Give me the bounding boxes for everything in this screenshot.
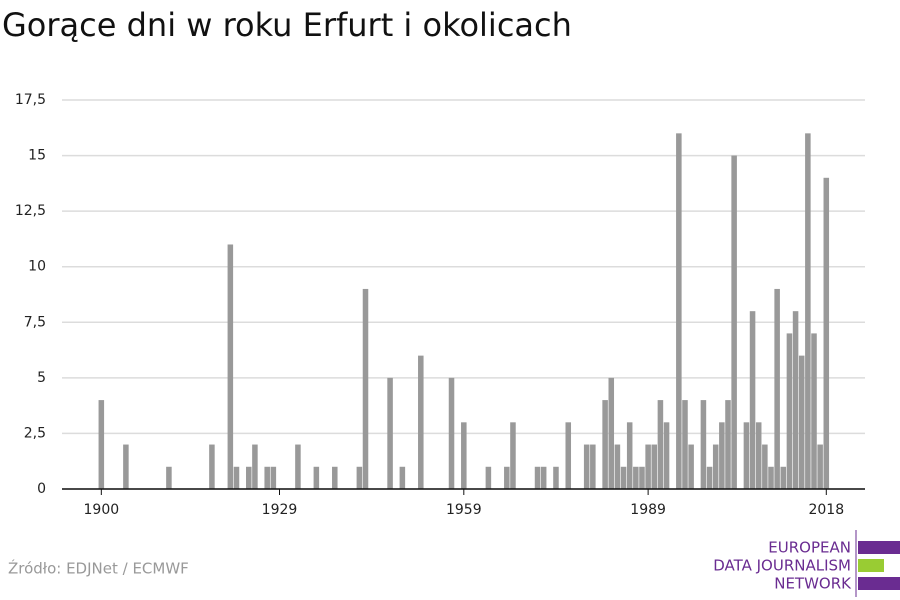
chart-title: Gorące dni w roku Erfurt i okolicach [2, 6, 572, 44]
bar [768, 466, 774, 489]
y-tick-label: 0 [37, 481, 46, 497]
logo-text: NETWORK [774, 575, 852, 593]
bar [313, 466, 320, 489]
bar [246, 466, 252, 489]
source: Źródło: EDJNet / ECMWF [8, 559, 189, 578]
y-tick-label: 2,5 [24, 425, 46, 441]
x-tick-label: 1989 [630, 502, 666, 518]
bar [270, 466, 277, 489]
bar [510, 422, 516, 489]
x-tick-label: 1959 [446, 502, 482, 518]
y-tick-label: 7,5 [24, 314, 46, 330]
bar [485, 466, 492, 489]
bar [418, 355, 424, 489]
bar [252, 444, 258, 489]
logo-text: EUROPEAN [768, 539, 851, 557]
x-tick-label: 1929 [262, 502, 298, 518]
bar [706, 466, 713, 489]
bar [786, 333, 793, 489]
bar [682, 400, 688, 489]
bar [823, 177, 830, 490]
y-tick-label: 5 [37, 370, 46, 386]
bar [227, 244, 234, 489]
bar [743, 422, 750, 489]
bar [534, 466, 541, 489]
y-tick-label: 12,5 [15, 203, 46, 219]
x-tick-label: 2018 [808, 502, 844, 518]
logo: EUROPEAN DATA JOURNALISM NETWORK [713, 530, 900, 597]
y-tick-label: 15 [28, 148, 46, 164]
bar [583, 444, 590, 489]
bar [98, 400, 105, 489]
bar [639, 466, 645, 489]
bar [657, 400, 664, 489]
bar [399, 466, 406, 489]
bar [362, 288, 369, 489]
bar [264, 466, 270, 489]
bar [811, 333, 817, 489]
bar [590, 444, 596, 489]
x-tick-label: 1900 [84, 502, 120, 518]
bar [553, 466, 559, 489]
bar [166, 466, 172, 489]
bar [295, 444, 301, 489]
y-tick-label: 17,5 [15, 92, 46, 108]
bar [712, 444, 719, 489]
bar [792, 311, 799, 489]
bar [817, 444, 823, 489]
bar [805, 133, 811, 490]
y-tick-label: 10 [28, 259, 46, 275]
bar [762, 444, 768, 489]
bar [749, 311, 756, 489]
bar [565, 422, 572, 489]
bar [540, 466, 547, 489]
bar [448, 377, 455, 489]
bar [123, 444, 129, 489]
bar [387, 377, 393, 489]
logo-bar [858, 577, 900, 590]
bar [614, 444, 621, 489]
bar [719, 422, 725, 489]
bar [626, 422, 633, 489]
bar [798, 355, 805, 489]
bar [608, 377, 615, 489]
bar [461, 422, 467, 489]
bar [209, 444, 215, 489]
bar [700, 400, 707, 489]
bar [233, 466, 240, 489]
bar [663, 422, 670, 489]
logo-text: DATA JOURNALISM [713, 557, 851, 575]
bar [332, 466, 338, 489]
bar [504, 466, 510, 489]
bar [780, 466, 787, 489]
bar [755, 422, 762, 489]
bar [633, 466, 639, 489]
bar [725, 400, 731, 489]
logo-bar [858, 559, 884, 572]
bar [645, 444, 651, 489]
bar [602, 400, 608, 489]
bar [620, 466, 627, 489]
bar [356, 466, 363, 489]
bar [774, 288, 780, 489]
bar [676, 133, 682, 490]
logo-bar [858, 541, 900, 554]
bar [688, 444, 694, 489]
bar [651, 444, 658, 489]
bar [731, 155, 737, 490]
